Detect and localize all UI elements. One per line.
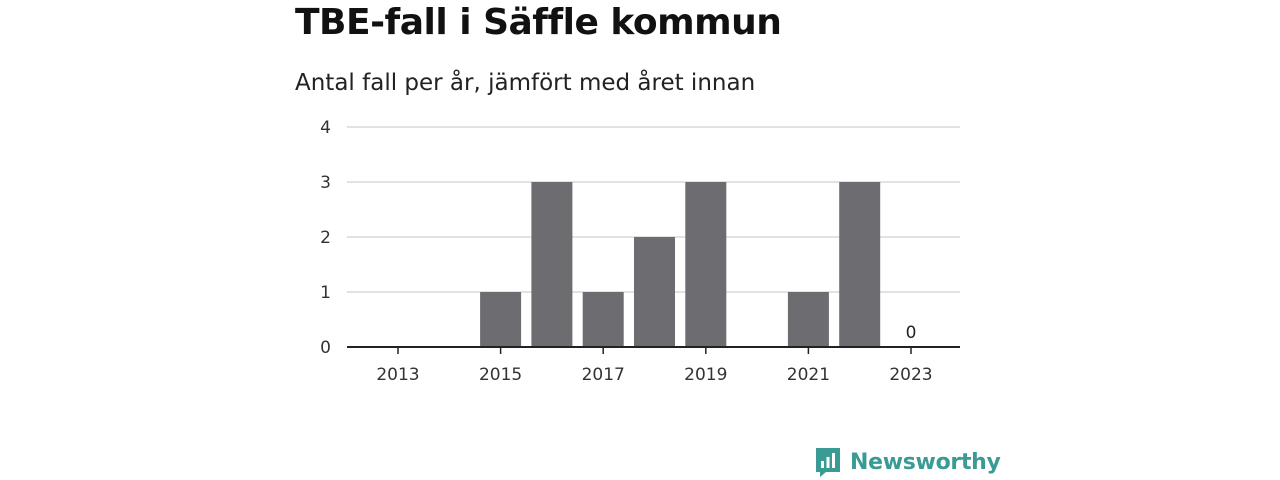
x-tick-label: 2021 <box>787 365 830 385</box>
x-tick-label: 2017 <box>582 365 625 385</box>
bars <box>480 182 881 347</box>
bar-chart-speech-bubble-icon <box>816 448 840 477</box>
x-tick-label: 2023 <box>889 365 932 385</box>
x-tick-label: 2013 <box>376 365 419 385</box>
x-tick-label: 2019 <box>684 365 727 385</box>
data-labels: 0 <box>906 323 917 343</box>
chart-title: TBE-fall i Säffle kommun <box>295 2 782 43</box>
chart-subtitle: Antal fall per år, jämfört med året inna… <box>295 70 756 96</box>
x-tick-label: 2015 <box>479 365 522 385</box>
newsworthy-logo: Newsworthy <box>814 446 1001 478</box>
data-label: 0 <box>906 323 917 343</box>
bar <box>839 182 881 347</box>
y-tick-label: 1 <box>320 283 331 303</box>
y-tick-label: 2 <box>320 228 331 248</box>
x-axis-ticks: 2013 2015 2017 2019 2021 2023 <box>376 347 933 385</box>
brand-name: Newsworthy <box>850 449 1001 475</box>
bar <box>582 292 624 347</box>
bar <box>480 292 522 347</box>
y-tick-label: 3 <box>320 173 331 193</box>
y-axis-tick-labels: 0 1 2 3 4 <box>320 118 331 358</box>
bar <box>531 182 573 347</box>
bar <box>787 292 829 347</box>
bar <box>634 237 675 347</box>
y-tick-label: 0 <box>320 338 331 358</box>
y-tick-label: 4 <box>320 118 331 138</box>
bar <box>685 182 727 347</box>
